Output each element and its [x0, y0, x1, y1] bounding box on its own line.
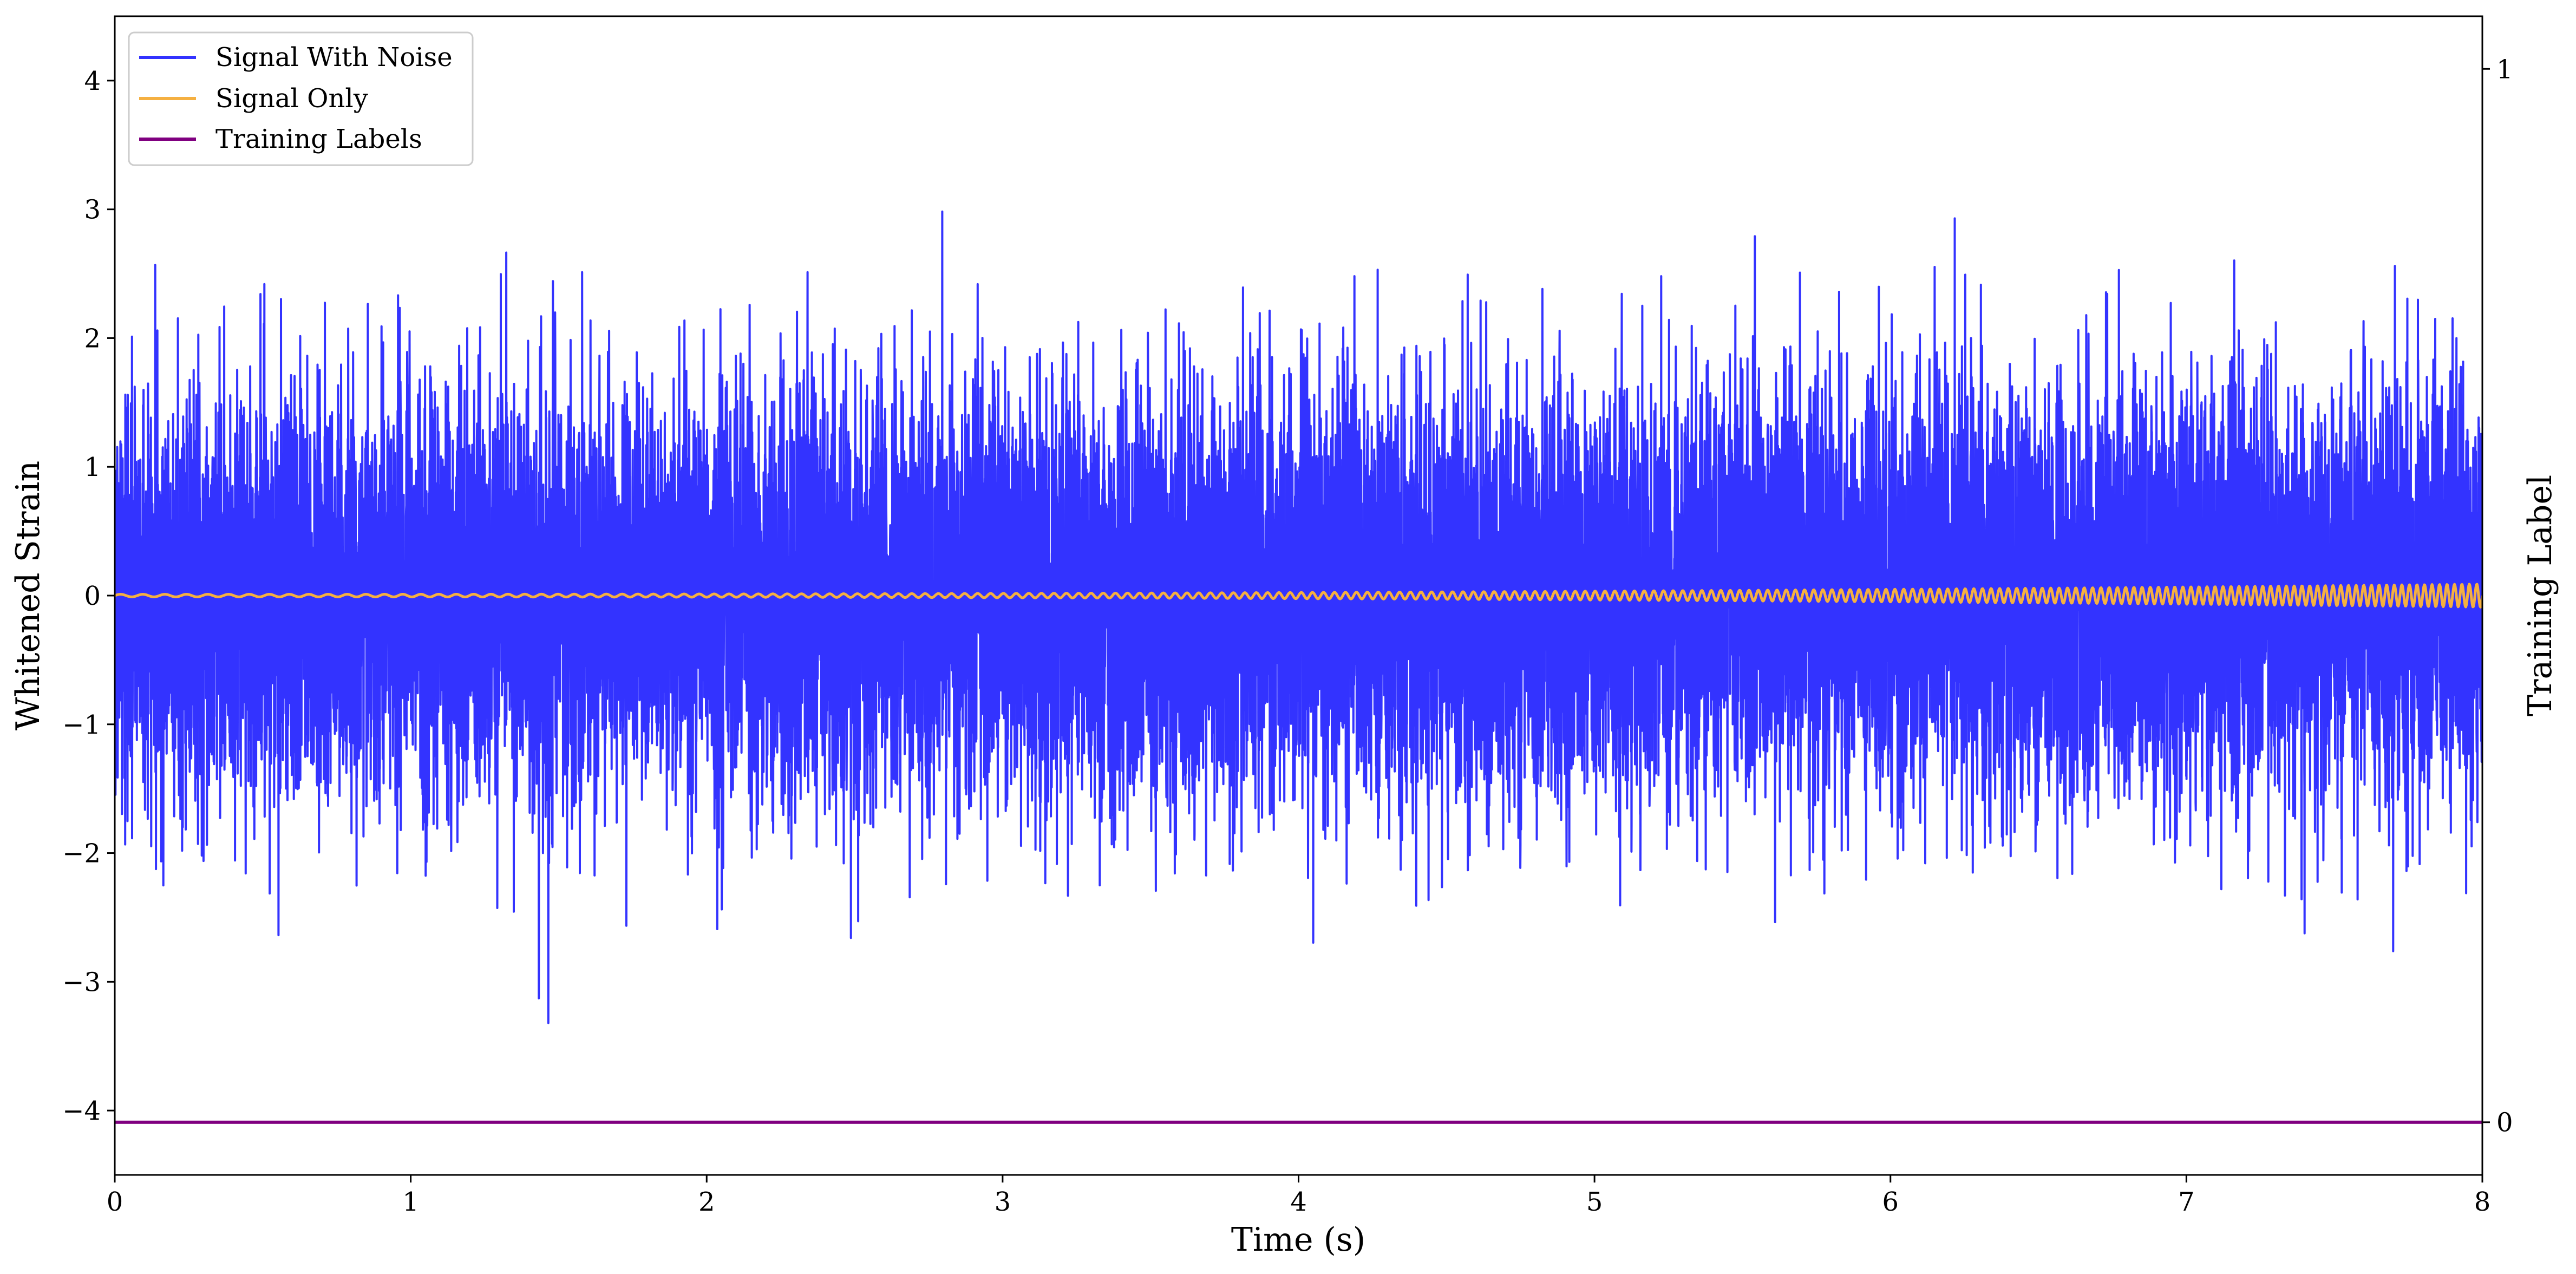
x-tick-label: 3 — [995, 1187, 1011, 1217]
x-tick-label: 8 — [2474, 1187, 2491, 1217]
y-tick-label: 4 — [84, 66, 101, 96]
y-tick-label: −3 — [62, 967, 101, 997]
x-tick-label: 0 — [107, 1187, 123, 1217]
y-tick-label: −1 — [62, 710, 101, 740]
y-tick-label: 2 — [84, 323, 101, 354]
legend: Signal With Noise Signal Only Training L… — [128, 31, 474, 166]
x-tick-label: 7 — [2178, 1187, 2195, 1217]
y-tick-label: −4 — [62, 1096, 101, 1126]
x-tick-label: 5 — [1586, 1187, 1603, 1217]
series-line-signal-only — [115, 583, 2482, 609]
legend-label-training-labels: Training Labels — [215, 124, 422, 154]
series-line-signal-with-noise — [115, 210, 2482, 1024]
y2-axis-ticks: 01 — [2482, 54, 2513, 1138]
y2-tick-label: 1 — [2496, 54, 2513, 84]
y2-tick-label: 0 — [2496, 1108, 2513, 1138]
y-axis-ticks: −4 −3 −2 −1 0 1 2 3 4 — [62, 66, 115, 1126]
legend-label-signal-with-noise: Signal With Noise — [215, 42, 453, 73]
y2-axis-title: Training Label — [2521, 475, 2559, 716]
y-axis-title: Whitened Strain — [9, 461, 47, 730]
x-tick-label: 1 — [402, 1187, 419, 1217]
y-tick-label: 3 — [84, 195, 101, 225]
x-axis-title: Time (s) — [1231, 1221, 1365, 1259]
x-tick-label: 6 — [1882, 1187, 1899, 1217]
x-tick-label: 2 — [698, 1187, 715, 1217]
plot-area — [115, 210, 2482, 1124]
y-tick-label: 0 — [84, 581, 101, 611]
legend-label-signal-only: Signal Only — [215, 83, 368, 114]
legend-box — [128, 31, 474, 166]
x-tick-label: 4 — [1290, 1187, 1307, 1217]
y-tick-label: 1 — [84, 452, 101, 482]
y-tick-label: −2 — [62, 839, 101, 869]
x-axis-ticks: 0 1 2 3 4 5 6 7 8 — [107, 1175, 2491, 1217]
